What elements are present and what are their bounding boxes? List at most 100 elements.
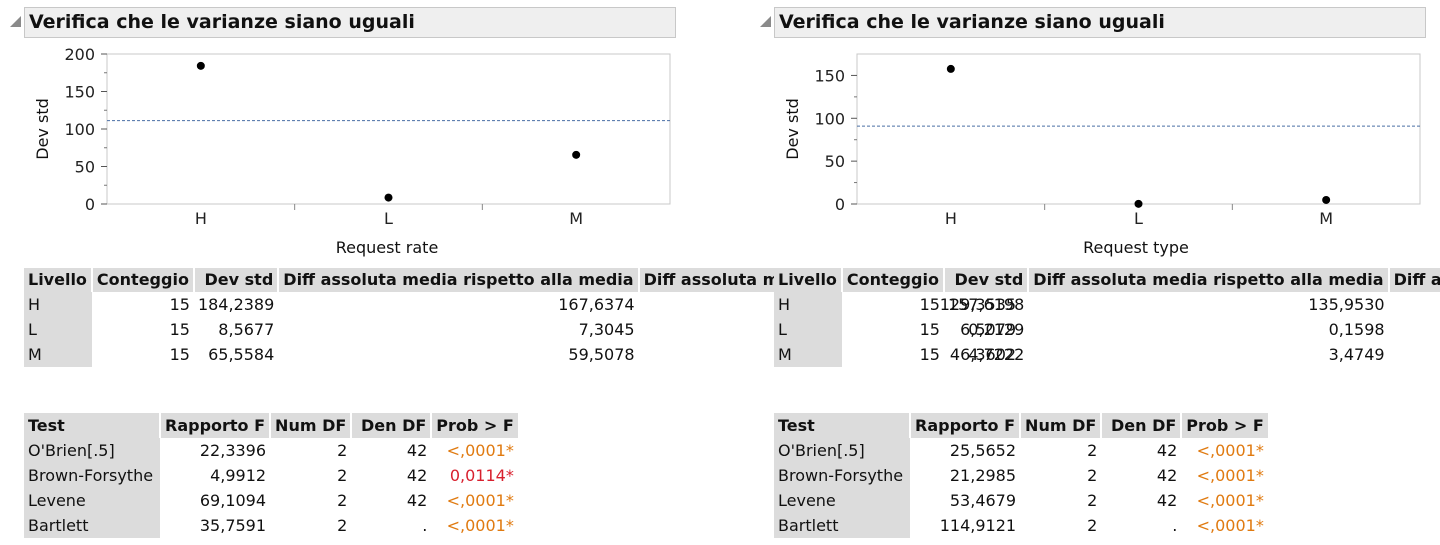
level-cell: M [774, 342, 842, 367]
y-axis-title: Dev std [33, 98, 52, 159]
std-cell: 8,5677 [218, 320, 275, 339]
test-table: Test Rapporto F Num DF Den DF Prob > F O… [24, 413, 518, 538]
mean-diff-cell: 167,6374 [558, 295, 635, 314]
col-header: Conteggio [90, 268, 194, 292]
prob-cell: <,0001* [446, 441, 514, 460]
num-df-cell: 2 [1087, 516, 1098, 535]
x-tick-label: H [195, 209, 207, 228]
prob-cell: <,0001* [1196, 516, 1264, 535]
col-header: Test [774, 413, 910, 438]
test-name-cell: Bartlett [24, 513, 160, 538]
level-cell: H [24, 292, 92, 317]
test-name-cell: Bartlett [774, 513, 910, 538]
std-cell: 0,2129 [968, 320, 1025, 339]
table-row: O'Brien[.5] 22,3396 2 42 <,0001* [24, 438, 518, 463]
table-row: Levene 53,4679 2 42 <,0001* [774, 488, 1268, 513]
col-header: Test [24, 413, 160, 438]
f-ratio-cell: 4,9912 [210, 466, 267, 485]
table-row: L 15 0,2129 0,1598 0,1591 [774, 317, 1440, 342]
test-name-cell: Levene [774, 488, 910, 513]
report-title[interactable]: Verifica che le varianze siano uguali [774, 7, 1426, 38]
count-cell: 15 [169, 345, 190, 364]
f-ratio-cell: 21,2985 [949, 466, 1017, 485]
data-point [1134, 199, 1143, 208]
count-cell: 15 [919, 320, 940, 339]
y-tick-label: 150 [814, 66, 845, 85]
data-point [572, 150, 581, 159]
x-tick-label: M [1319, 209, 1333, 228]
table-row: M 15 4,7222 3,4749 3,2706 [774, 342, 1440, 367]
col-header: Den DF [1100, 413, 1182, 438]
num-df-cell: 2 [337, 441, 348, 460]
disclosure-triangle-icon[interactable] [10, 16, 21, 27]
std-cell: 65,5584 [208, 345, 275, 364]
data-point [946, 64, 955, 73]
y-tick-label: 100 [64, 120, 95, 139]
y-tick-label: 50 [825, 152, 845, 171]
den-df-cell: 42 [1156, 491, 1178, 510]
col-header: Prob > F [430, 413, 518, 438]
col-header: Rapporto F [908, 413, 1021, 438]
num-df-cell: 2 [1087, 466, 1098, 485]
median-diff-cell: 46,3602 [949, 345, 1017, 364]
num-df-cell: 2 [337, 516, 348, 535]
table-row: Brown-Forsythe 21,2985 2 42 <,0001* [774, 463, 1268, 488]
x-tick-label: M [569, 209, 583, 228]
den-df-cell: 42 [406, 491, 428, 510]
prob-cell: <,0001* [1196, 466, 1264, 485]
count-cell: 15 [919, 295, 940, 314]
f-ratio-cell: 22,3396 [199, 441, 267, 460]
table-row: M 15 65,5584 59,5078 46,3602 [24, 342, 1020, 367]
median-diff-cell: 123,5594 [1389, 292, 1440, 317]
table-row: Bartlett 114,9121 2 . <,0001* [774, 513, 1268, 538]
y-tick-label: 150 [64, 83, 95, 102]
level-cell: M [24, 342, 92, 367]
x-axis-title: Request rate [335, 238, 439, 257]
data-point [1322, 195, 1331, 204]
data-point [384, 193, 393, 202]
disclosure-triangle-icon[interactable] [760, 16, 771, 27]
median-diff-cell: 129,3535 [939, 295, 1017, 314]
std-cell: 184,2389 [197, 295, 275, 314]
den-df-cell: 42 [1156, 466, 1178, 485]
num-df-cell: 2 [1087, 491, 1098, 510]
col-header: Diff assoluta media rispetto alla median… [1387, 268, 1440, 292]
mean-diff-cell: 59,5078 [568, 345, 635, 364]
col-header: Livello [24, 268, 92, 292]
y-tick-label: 100 [814, 109, 845, 128]
f-ratio-cell: 53,4679 [949, 491, 1017, 510]
level-cell: L [24, 317, 92, 342]
x-tick-label: L [384, 209, 393, 228]
test-name-cell: Levene [24, 488, 160, 513]
den-df-cell: . [422, 516, 428, 535]
median-diff-cell: 0,1591 [1389, 317, 1440, 342]
test-name-cell: O'Brien[.5] [774, 438, 910, 463]
report-title[interactable]: Verifica che le varianze siano uguali [24, 7, 676, 38]
table-row: H 15 184,2389 167,6374 129,3535 [24, 292, 1020, 317]
y-tick-label: 0 [85, 195, 95, 214]
col-header: Rapporto F [158, 413, 271, 438]
y-tick-label: 0 [835, 195, 845, 214]
std-dev-chart: 0 50 100 150 Dev std H L M [783, 53, 1421, 228]
count-cell: 15 [919, 345, 940, 364]
std-cell: 4,7222 [968, 345, 1025, 364]
plot-frame [106, 53, 671, 205]
mean-diff-cell: 7,3045 [578, 320, 635, 339]
col-header: Conteggio [840, 268, 944, 292]
table-row: Bartlett 35,7591 2 . <,0001* [24, 513, 518, 538]
prob-cell: <,0001* [1196, 441, 1264, 460]
prob-cell: <,0001* [1196, 491, 1264, 510]
count-cell: 15 [169, 320, 190, 339]
col-header: Diff assoluta media rispetto alla media [277, 268, 639, 292]
plot-frame [856, 53, 1421, 205]
num-df-cell: 2 [1087, 441, 1098, 460]
median-diff-cell: 6,5079 [960, 320, 1017, 339]
table-row: Brown-Forsythe 4,9912 2 42 0,0114* [24, 463, 518, 488]
level-cell: H [774, 292, 842, 317]
x-tick-label: H [945, 209, 957, 228]
std-dev-chart: 0 50 100 150 200 Dev std H L M [33, 45, 671, 228]
median-diff-cell: 3,2706 [1389, 342, 1440, 367]
col-header: Den DF [350, 413, 432, 438]
f-ratio-cell: 35,7591 [199, 516, 267, 535]
col-header: Dev std [942, 268, 1029, 292]
